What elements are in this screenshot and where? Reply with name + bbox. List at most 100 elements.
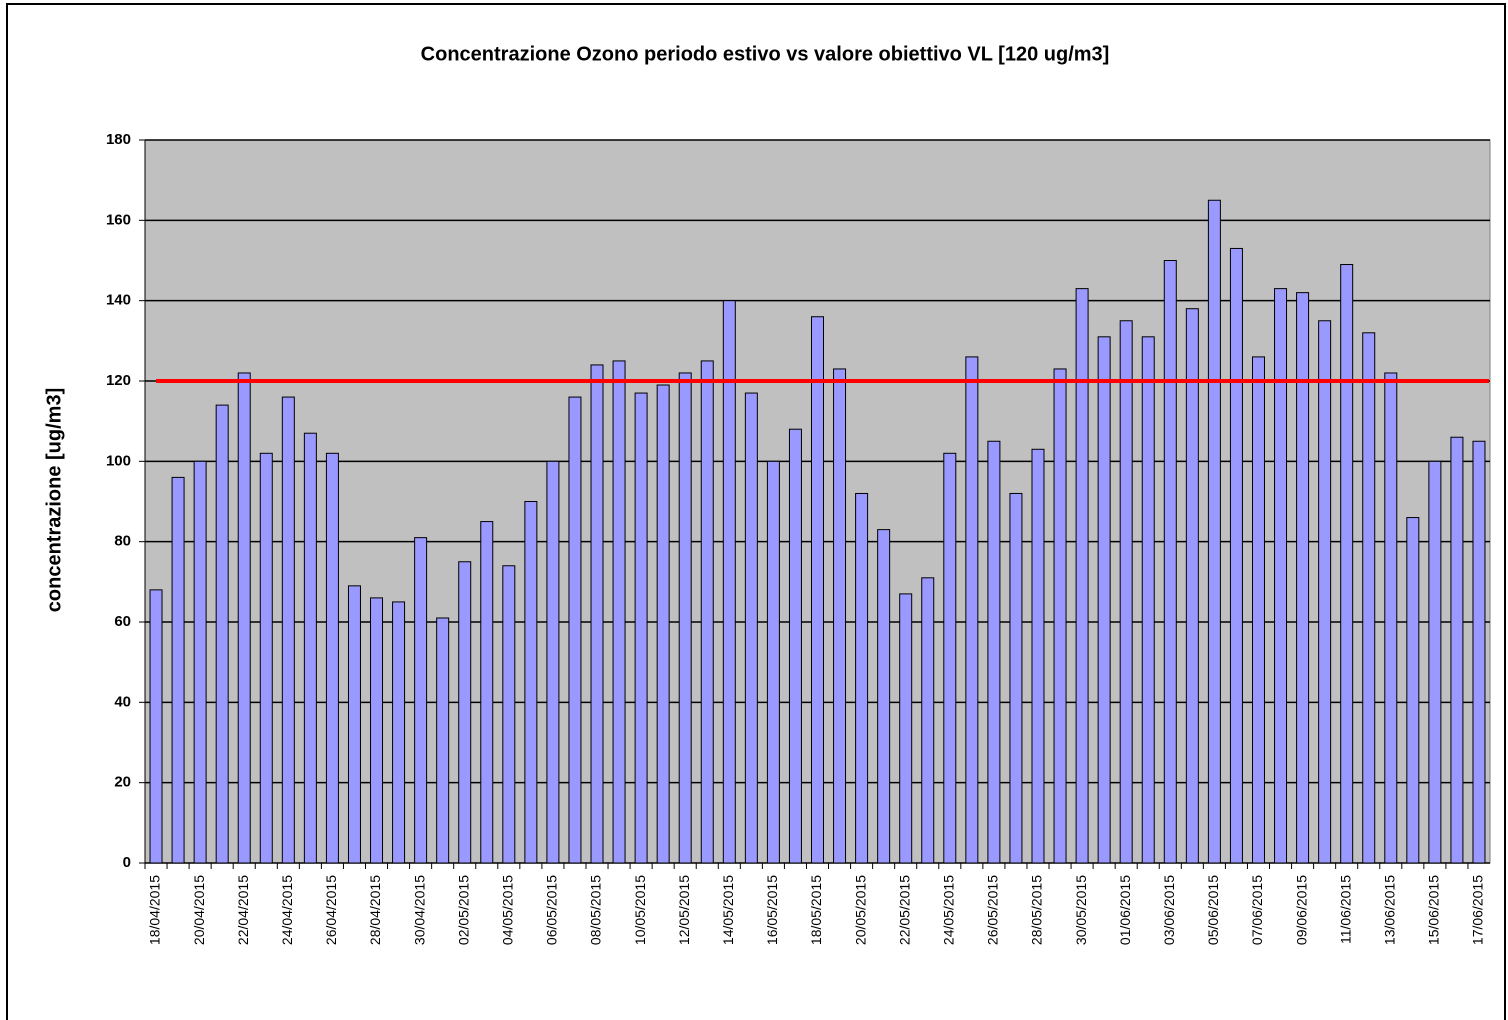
bar: [568, 396, 582, 864]
bar: [436, 617, 450, 864]
bar: [193, 460, 207, 864]
x-tick-label: 17/06/2015: [1470, 875, 1486, 945]
x-tick-label: 20/04/2015: [191, 875, 207, 945]
y-tick-label: 140: [106, 292, 131, 309]
bar: [392, 601, 406, 864]
bar: [1097, 336, 1111, 864]
bar: [1075, 288, 1089, 864]
x-tick-label: 30/04/2015: [411, 875, 427, 945]
x-tick-label: 09/06/2015: [1293, 875, 1309, 945]
bar: [1119, 320, 1133, 864]
bar: [215, 404, 229, 864]
x-tick-label: 04/05/2015: [500, 875, 516, 945]
y-tick-label: 160: [106, 211, 131, 228]
bar: [921, 577, 935, 864]
y-tick-label: 20: [114, 774, 131, 791]
bar: [877, 529, 891, 864]
bar: [1009, 492, 1023, 864]
x-tick-label: 07/06/2015: [1249, 875, 1265, 945]
y-tick-label: 180: [106, 131, 131, 148]
x-tick-label: 15/06/2015: [1426, 875, 1442, 945]
y-tick-label: 60: [114, 613, 131, 630]
bar: [480, 521, 494, 864]
bar: [325, 452, 339, 864]
bar: [833, 368, 847, 864]
bar: [458, 561, 472, 864]
bar: [744, 392, 758, 864]
bar: [1251, 356, 1265, 864]
bar: [370, 597, 384, 864]
x-tick-label: 06/05/2015: [544, 875, 560, 945]
bar: [1185, 308, 1199, 864]
bar: [281, 396, 295, 864]
bar: [1141, 336, 1155, 864]
y-tick-label: 100: [106, 452, 131, 469]
x-tick-label: 30/05/2015: [1073, 875, 1089, 945]
y-axis-label: concentrazione [ug/m3]: [43, 388, 65, 612]
bar: [1450, 436, 1464, 864]
x-tick-label: 02/05/2015: [455, 875, 471, 945]
x-tick-label: 08/05/2015: [588, 875, 604, 945]
x-tick-label: 20/05/2015: [852, 875, 868, 945]
bar: [700, 360, 714, 864]
x-tick-label: 28/04/2015: [367, 875, 383, 945]
x-tick-label: 26/04/2015: [323, 875, 339, 945]
x-tick-label: 22/04/2015: [235, 875, 251, 945]
bar: [811, 316, 824, 864]
x-tick-label: 13/06/2015: [1381, 875, 1397, 945]
bar: [788, 428, 802, 864]
bar: [546, 460, 560, 864]
bar: [149, 589, 163, 864]
bar: [678, 372, 692, 864]
x-tick-label: 22/05/2015: [896, 875, 912, 945]
x-tick-label: 05/06/2015: [1205, 875, 1221, 945]
bar: [590, 364, 604, 864]
y-tick-label: 80: [114, 533, 131, 550]
bar: [965, 356, 979, 864]
bar: [1207, 199, 1221, 864]
x-tick-label: 16/05/2015: [764, 875, 780, 945]
x-tick-label: 10/05/2015: [632, 875, 648, 945]
bar: [502, 565, 516, 864]
bar: [899, 593, 913, 864]
bar: [855, 492, 869, 864]
bar: [347, 585, 361, 864]
bar: [1053, 368, 1067, 864]
bar: [303, 432, 317, 864]
x-tick-label: 14/05/2015: [720, 875, 736, 945]
x-tick-label: 18/05/2015: [808, 875, 824, 945]
bar: [171, 476, 185, 864]
bar: [524, 501, 538, 864]
bar: [1472, 440, 1486, 864]
bar: [1229, 247, 1243, 864]
chart-title: Concentrazione Ozono periodo estivo vs v…: [421, 43, 1110, 65]
x-tick-label: 18/04/2015: [147, 875, 163, 945]
bar: [1362, 332, 1376, 864]
bar: [766, 460, 780, 864]
x-tick-label: 03/06/2015: [1161, 875, 1177, 945]
x-tick-label: 01/06/2015: [1117, 875, 1133, 945]
bar: [1406, 517, 1420, 864]
bar: [259, 452, 273, 864]
bar: [634, 392, 648, 864]
bar: [414, 537, 428, 864]
x-tick-label: 24/04/2015: [279, 875, 295, 945]
bar: [1318, 320, 1332, 864]
bar: [1163, 260, 1177, 864]
y-tick-label: 0: [123, 854, 131, 871]
bar: [722, 300, 736, 864]
bar: [943, 452, 957, 864]
y-tick-label: 40: [114, 693, 131, 710]
bar: [1384, 372, 1398, 864]
y-tick-label: 120: [106, 372, 131, 389]
x-tick-label: 12/05/2015: [676, 875, 692, 945]
bar: [656, 384, 670, 864]
bar: [1340, 264, 1354, 864]
x-tick-label: 26/05/2015: [985, 875, 1001, 945]
bar: [987, 440, 1001, 864]
x-tick-label: 28/05/2015: [1029, 875, 1045, 945]
bar: [237, 372, 251, 864]
x-tick-label: 24/05/2015: [940, 875, 956, 945]
bar: [1296, 292, 1310, 864]
